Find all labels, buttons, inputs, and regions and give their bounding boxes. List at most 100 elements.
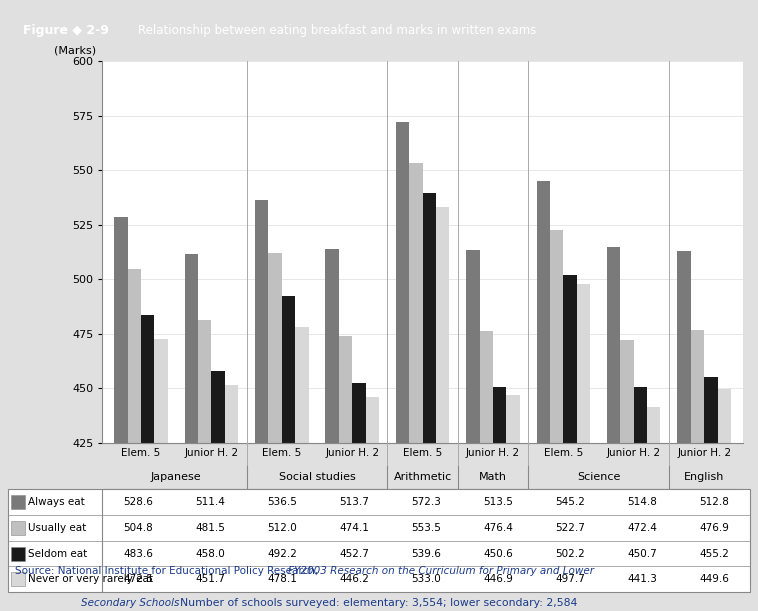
Bar — [255, 200, 268, 611]
Text: Elem. 5: Elem. 5 — [543, 448, 583, 458]
Bar — [365, 397, 379, 611]
Text: 450.7: 450.7 — [628, 549, 657, 558]
Bar — [268, 253, 282, 611]
Text: 528.6: 528.6 — [124, 497, 153, 507]
Text: 476.4: 476.4 — [484, 523, 513, 533]
Text: Elem. 5: Elem. 5 — [403, 448, 442, 458]
Bar — [396, 122, 409, 611]
Bar — [11, 572, 25, 587]
Text: Junior H. 2: Junior H. 2 — [606, 448, 661, 458]
Text: 441.3: 441.3 — [628, 574, 657, 584]
Text: Arithmetic: Arithmetic — [393, 472, 452, 481]
Bar — [409, 163, 423, 611]
Text: 513.7: 513.7 — [340, 497, 369, 507]
Bar — [537, 181, 550, 611]
Text: 533.0: 533.0 — [412, 574, 441, 584]
Bar — [11, 521, 25, 535]
Text: 481.5: 481.5 — [196, 523, 225, 533]
Text: 536.5: 536.5 — [268, 497, 297, 507]
Bar — [155, 339, 168, 611]
Text: Elem. 5: Elem. 5 — [121, 448, 161, 458]
Bar — [480, 331, 493, 611]
Bar — [634, 387, 647, 611]
Text: 539.6: 539.6 — [412, 549, 441, 558]
Text: 452.7: 452.7 — [340, 549, 369, 558]
Bar — [339, 336, 352, 611]
Text: 511.4: 511.4 — [196, 497, 225, 507]
Text: 451.7: 451.7 — [196, 574, 225, 584]
Bar — [577, 284, 590, 611]
Text: 483.6: 483.6 — [124, 549, 153, 558]
Text: 476.9: 476.9 — [700, 523, 729, 533]
Bar — [211, 371, 225, 611]
Text: 450.6: 450.6 — [484, 549, 513, 558]
Text: Never or very rarely eat: Never or very rarely eat — [28, 574, 153, 584]
Text: 472.5: 472.5 — [124, 574, 153, 584]
Text: Seldom eat: Seldom eat — [28, 549, 88, 558]
Bar — [678, 251, 691, 611]
Text: Junior H. 2: Junior H. 2 — [325, 448, 379, 458]
Text: 446.9: 446.9 — [484, 574, 513, 584]
Bar — [198, 320, 211, 611]
Text: Elem. 5: Elem. 5 — [262, 448, 302, 458]
Bar — [704, 377, 718, 611]
Text: 502.2: 502.2 — [556, 549, 585, 558]
Text: FY2003 Research on the Curriculum for Primary and Lower: FY2003 Research on the Curriculum for Pr… — [288, 566, 594, 576]
Bar — [225, 385, 238, 611]
Text: (Marks): (Marks) — [55, 45, 96, 56]
Bar — [620, 340, 634, 611]
Bar — [185, 254, 198, 611]
Text: 497.7: 497.7 — [556, 574, 585, 584]
Text: English: English — [684, 472, 725, 481]
Bar — [607, 247, 620, 611]
Text: 522.7: 522.7 — [556, 523, 585, 533]
Text: 478.1: 478.1 — [268, 574, 297, 584]
Text: 553.5: 553.5 — [412, 523, 441, 533]
Bar — [295, 327, 309, 611]
Bar — [282, 296, 295, 611]
Text: Junior H. 2: Junior H. 2 — [677, 448, 731, 458]
Text: Usually eat: Usually eat — [28, 523, 86, 533]
Bar — [550, 230, 563, 611]
Text: 514.8: 514.8 — [628, 497, 657, 507]
Bar — [11, 495, 25, 510]
Bar — [691, 330, 704, 611]
Text: Number of schools surveyed: elementary: 3,554; lower secondary: 2,584: Number of schools surveyed: elementary: … — [180, 598, 578, 608]
Bar — [325, 249, 339, 611]
Text: 572.3: 572.3 — [412, 497, 441, 507]
Text: Source: National Institute for Educational Policy Research,: Source: National Institute for Education… — [15, 566, 321, 576]
Text: 492.2: 492.2 — [268, 549, 297, 558]
Bar — [114, 217, 127, 611]
Text: 446.2: 446.2 — [340, 574, 369, 584]
Text: Figure ◆ 2-9: Figure ◆ 2-9 — [23, 24, 109, 37]
Text: 512.0: 512.0 — [268, 523, 297, 533]
Text: Secondary Schools: Secondary Schools — [80, 598, 179, 608]
Bar — [647, 408, 660, 611]
Text: Japanese: Japanese — [151, 472, 202, 481]
Bar — [718, 389, 731, 611]
Text: Junior H. 2: Junior H. 2 — [466, 448, 520, 458]
Text: 513.5: 513.5 — [484, 497, 513, 507]
Text: Always eat: Always eat — [28, 497, 85, 507]
Bar — [506, 395, 520, 611]
Text: 512.8: 512.8 — [700, 497, 729, 507]
Text: 472.4: 472.4 — [628, 523, 657, 533]
Text: 474.1: 474.1 — [340, 523, 369, 533]
Bar — [466, 250, 480, 611]
Text: Social studies: Social studies — [279, 472, 356, 481]
Bar — [422, 193, 436, 611]
Text: Math: Math — [479, 472, 507, 481]
Text: Science: Science — [577, 472, 620, 481]
Bar — [436, 207, 449, 611]
Text: 458.0: 458.0 — [196, 549, 225, 558]
Text: Junior H. 2: Junior H. 2 — [184, 448, 239, 458]
Text: 504.8: 504.8 — [124, 523, 153, 533]
Bar — [127, 269, 141, 611]
Text: 545.2: 545.2 — [556, 497, 585, 507]
Text: Relationship between eating breakfast and marks in written exams: Relationship between eating breakfast an… — [138, 24, 536, 37]
Bar — [563, 274, 577, 611]
Bar — [141, 315, 155, 611]
Bar — [352, 382, 365, 611]
Text: 449.6: 449.6 — [700, 574, 729, 584]
Text: 455.2: 455.2 — [700, 549, 729, 558]
